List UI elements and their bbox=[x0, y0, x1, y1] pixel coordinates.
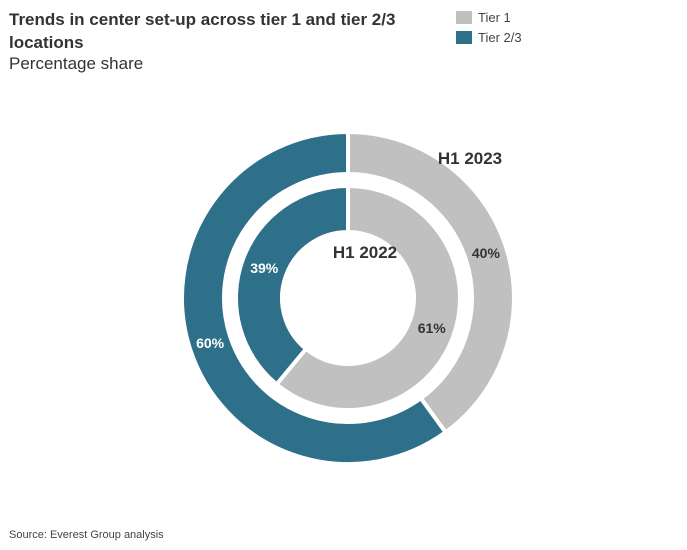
outer-ring-period-label: H1 2023 bbox=[438, 149, 502, 168]
legend-swatch-tier-1 bbox=[456, 10, 472, 24]
source-note: Source: Everest Group analysis bbox=[9, 529, 164, 541]
inner-ring-slice-tier-2-3 bbox=[234, 183, 350, 388]
legend-label-tier-1: Tier 1 bbox=[478, 9, 511, 25]
legend-item-tier-2-3: Tier 2/3 bbox=[456, 28, 522, 46]
chart-title: Trends in center set-up across tier 1 an… bbox=[9, 10, 396, 52]
inner-ring-slice-tier-1 bbox=[273, 183, 462, 412]
outer-ring-data-label-tier-2-3: 60% bbox=[196, 335, 225, 351]
inner-ring-data-label-tier-1: 61% bbox=[418, 320, 447, 336]
legend: Tier 1 Tier 2/3 bbox=[456, 8, 522, 48]
outer-ring-data-label-tier-1: 40% bbox=[472, 245, 501, 261]
legend-label-tier-2-3: Tier 2/3 bbox=[478, 29, 522, 45]
legend-item-tier-1: Tier 1 bbox=[456, 8, 522, 26]
chart-subtitle: Percentage share bbox=[9, 54, 144, 73]
inner-ring-period-label: H1 2022 bbox=[333, 243, 397, 262]
legend-swatch-tier-2-3 bbox=[456, 30, 472, 44]
inner-ring-data-label-tier-2-3: 39% bbox=[250, 260, 279, 276]
outer-ring-slice-tier-1 bbox=[346, 129, 516, 436]
outer-ring-slice-tier-2-3 bbox=[180, 129, 449, 466]
